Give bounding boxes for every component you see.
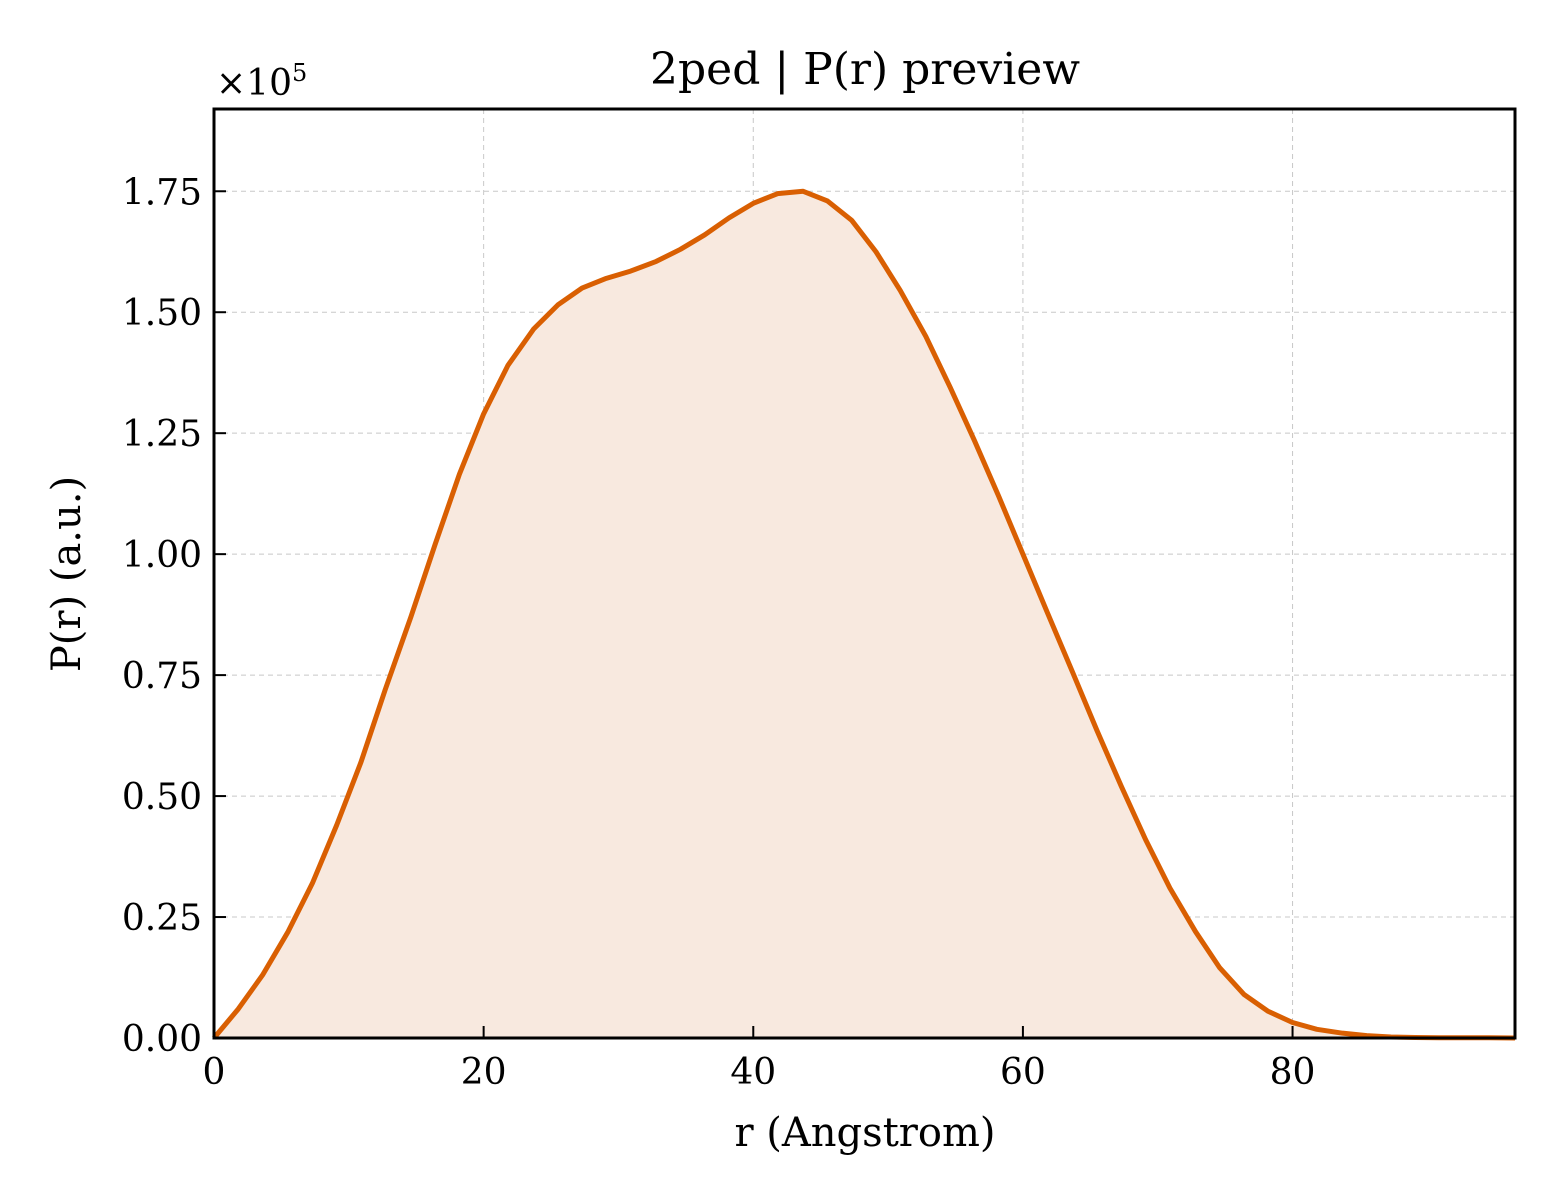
y-axis-label: P(r) (a.u.) (44, 476, 90, 672)
pr-area-fill (214, 191, 1515, 1038)
y-tick-labels: 0.00 0.25 0.50 0.75 1.00 1.25 1.50 1.75 (122, 172, 202, 1060)
y-offset-text: ×105 (216, 59, 307, 104)
x-tick-label: 80 (1270, 1052, 1316, 1093)
y-tick-label: 1.75 (122, 172, 202, 213)
x-tick-label: 20 (461, 1052, 507, 1093)
y-tick-label: 0.50 (122, 777, 202, 818)
y-tick-label: 0.00 (122, 1019, 202, 1060)
pr-series-line (212, 188, 1516, 1041)
plot-frame (212, 107, 1517, 1040)
x-tick-label: 40 (730, 1052, 776, 1093)
x-tick-label: 0 (203, 1052, 226, 1093)
x-tick-labels: 0 20 40 60 80 (203, 1052, 1316, 1093)
y-tick-label: 0.25 (122, 898, 202, 939)
y-tick-label: 1.25 (122, 414, 202, 455)
x-axis-label: r (Angstrom) (734, 1110, 995, 1156)
chart-title: 2ped | P(r) preview (650, 44, 1080, 95)
y-tick-label: 1.50 (122, 293, 202, 334)
y-tick-label: 0.75 (122, 656, 202, 697)
x-tick-label: 60 (1000, 1052, 1046, 1093)
y-tick-label: 1.00 (122, 535, 202, 576)
